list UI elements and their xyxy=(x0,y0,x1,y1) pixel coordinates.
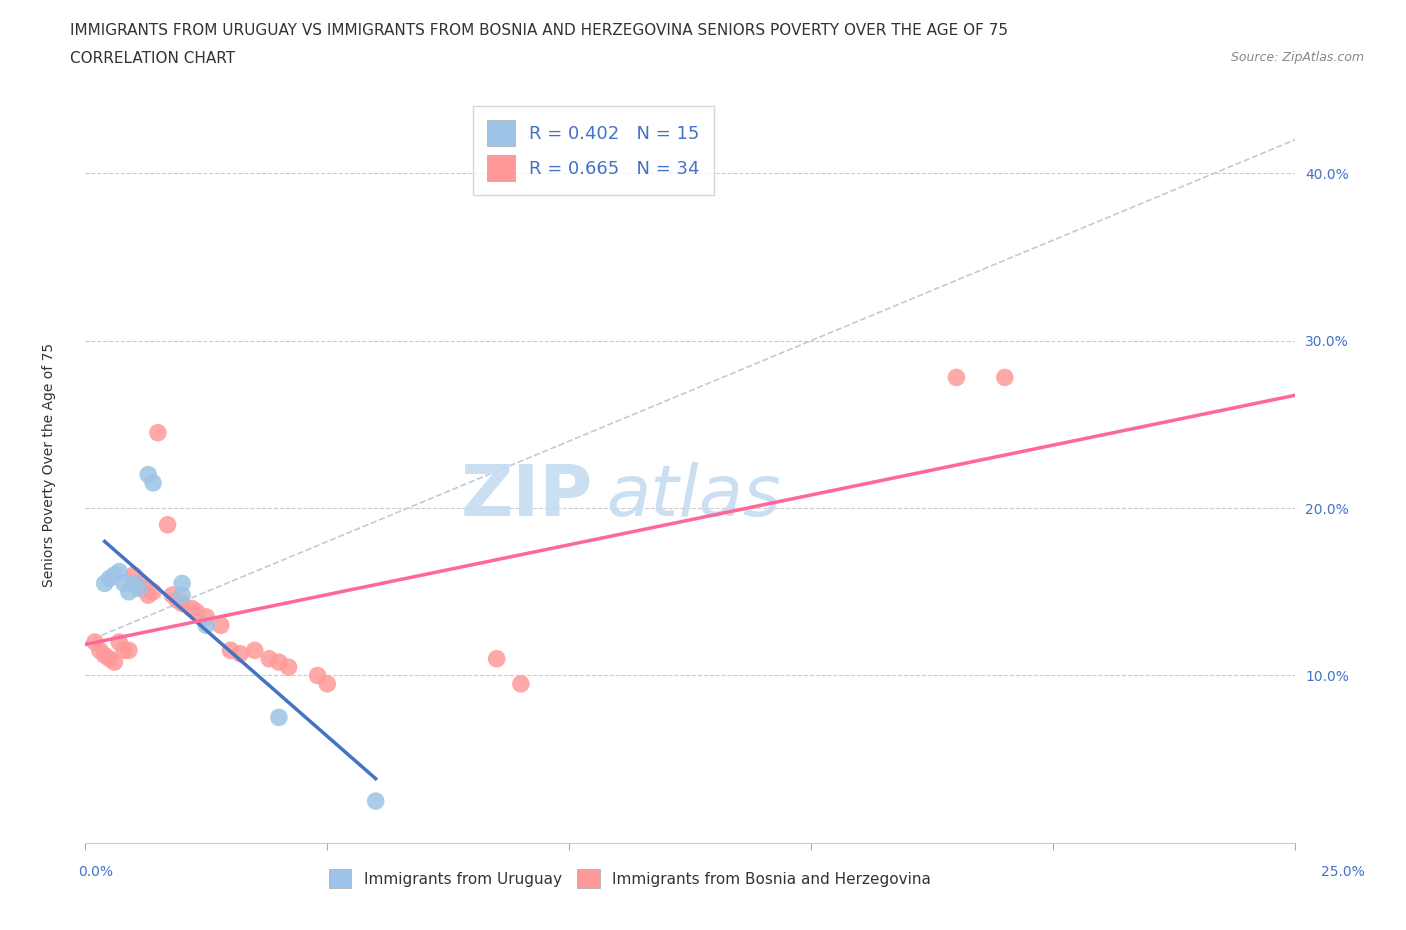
Point xyxy=(243,643,266,658)
Text: 0.0%: 0.0% xyxy=(79,865,112,880)
Point xyxy=(142,475,165,490)
Point xyxy=(108,565,131,579)
Point xyxy=(146,425,169,440)
Point xyxy=(257,651,280,666)
Point xyxy=(364,793,387,808)
Point xyxy=(994,370,1017,385)
Point xyxy=(128,581,150,596)
Point xyxy=(112,576,135,591)
Point xyxy=(267,655,290,670)
Point xyxy=(156,517,179,532)
Point xyxy=(108,634,131,649)
Text: Source: ZipAtlas.com: Source: ZipAtlas.com xyxy=(1230,51,1364,64)
Point xyxy=(172,576,194,591)
Point xyxy=(166,592,188,607)
Point xyxy=(112,643,135,658)
Point xyxy=(118,584,141,599)
Point xyxy=(136,588,159,603)
Point xyxy=(172,588,194,603)
Point xyxy=(162,588,184,603)
Point xyxy=(485,651,508,666)
Point xyxy=(118,643,141,658)
Point xyxy=(209,618,232,632)
Point xyxy=(103,567,125,582)
Point xyxy=(316,676,339,691)
Text: CORRELATION CHART: CORRELATION CHART xyxy=(70,51,235,66)
Point xyxy=(122,576,145,591)
Point xyxy=(307,668,329,683)
Point xyxy=(84,634,107,649)
Text: ZIP: ZIP xyxy=(461,462,593,531)
Point xyxy=(132,581,155,596)
Text: atlas: atlas xyxy=(606,462,780,531)
Point xyxy=(509,676,531,691)
Text: IMMIGRANTS FROM URUGUAY VS IMMIGRANTS FROM BOSNIA AND HERZEGOVINA SENIORS POVERT: IMMIGRANTS FROM URUGUAY VS IMMIGRANTS FR… xyxy=(70,23,1008,38)
Point xyxy=(103,655,125,670)
Point xyxy=(229,646,252,661)
Text: 25.0%: 25.0% xyxy=(1320,865,1365,880)
Legend: R = 0.402   N = 15, R = 0.665   N = 34: R = 0.402 N = 15, R = 0.665 N = 34 xyxy=(472,106,714,195)
Point xyxy=(195,618,218,632)
Point xyxy=(93,576,115,591)
Point xyxy=(98,651,121,666)
Text: Seniors Poverty Over the Age of 75: Seniors Poverty Over the Age of 75 xyxy=(42,343,56,587)
Point xyxy=(128,576,150,591)
Point xyxy=(219,643,242,658)
Point xyxy=(267,710,290,724)
Point xyxy=(186,604,208,619)
Point xyxy=(195,609,218,624)
Point xyxy=(122,567,145,582)
Point xyxy=(136,467,159,482)
Point xyxy=(945,370,967,385)
Point xyxy=(172,596,194,611)
Point xyxy=(180,601,202,616)
Point xyxy=(277,659,299,674)
Point xyxy=(93,648,115,663)
Point xyxy=(98,571,121,586)
Point xyxy=(142,584,165,599)
Point xyxy=(89,643,111,658)
